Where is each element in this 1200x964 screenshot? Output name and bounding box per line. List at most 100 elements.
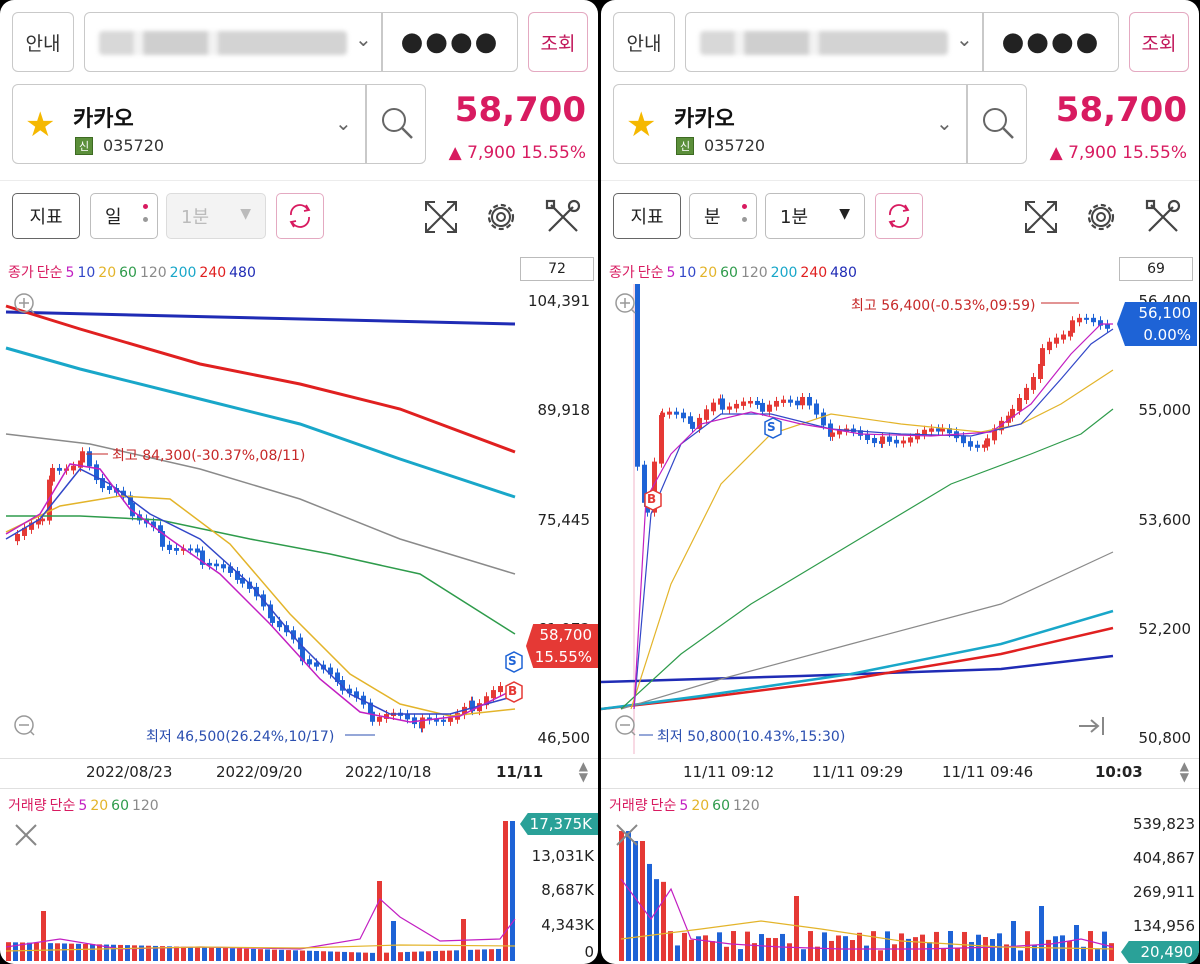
ma-legend-240: 240 — [199, 265, 227, 281]
period-selector[interactable]: 분 — [689, 193, 757, 239]
search-icon[interactable] — [379, 105, 415, 141]
current-price: 58,700 — [454, 90, 586, 130]
zoom-in-icon[interactable] — [615, 293, 635, 313]
divider — [365, 85, 367, 163]
gear-icon[interactable] — [1081, 197, 1121, 237]
yaxis-label: 46,500 — [537, 729, 591, 747]
zoom-out-icon[interactable] — [14, 715, 34, 735]
tools-icon[interactable] — [1143, 197, 1183, 237]
chevron-down-icon[interactable]: ⌄ — [956, 27, 973, 51]
volume-bar — [132, 945, 137, 961]
volume-bar — [139, 945, 144, 961]
volume-legend[interactable]: 거래량 단순 5 20 60 120 — [8, 795, 162, 815]
query-button[interactable]: 조회 — [528, 12, 588, 72]
chart-panel-daily: 안내 ⌄ ●●●● 조회 ★ 카카오 신 035720 ⌄ 58,700 ▲ 7… — [0, 0, 598, 964]
candle — [167, 544, 172, 550]
volume-bar — [510, 821, 515, 961]
expand-icon[interactable] — [1021, 197, 1061, 237]
query-button[interactable]: 조회 — [1129, 12, 1189, 72]
current-price-tag-pct: 15.55% — [534, 648, 592, 666]
star-icon[interactable]: ★ — [626, 105, 657, 145]
volume-bar — [689, 939, 694, 961]
volume-bar — [710, 941, 715, 961]
account-selector[interactable]: ⌄ ●●●● — [685, 12, 1119, 72]
ma480-line — [601, 654, 1114, 684]
search-icon[interactable] — [980, 105, 1016, 141]
volume-bar — [1109, 943, 1114, 961]
price-chart[interactable]: S B 56,400 55,000 53,600 52,200 50,800 5… — [601, 284, 1199, 760]
ma-legend[interactable]: 종가 단순 5 10 20 60 120 200 240 480 — [609, 262, 860, 282]
volume-bar — [1067, 941, 1072, 961]
buy-signal-label: B — [508, 684, 518, 698]
volume-bar — [496, 948, 501, 961]
gear-icon[interactable] — [481, 197, 521, 237]
candle — [29, 522, 34, 530]
ma-legend[interactable]: 종가 단순 5 10 20 60 120 200 240 480 — [8, 262, 259, 282]
password-field[interactable]: ●●●● — [400, 27, 500, 57]
volume-bar — [878, 950, 883, 961]
volume-label: 134,956 — [1132, 917, 1195, 935]
password-field[interactable]: ●●●● — [1001, 27, 1101, 57]
candle — [947, 428, 952, 434]
ma-legend-480: 480 — [229, 265, 256, 281]
period-selector[interactable]: 일 — [90, 193, 158, 239]
candle — [181, 548, 186, 551]
candle — [434, 718, 439, 722]
candle — [221, 564, 226, 569]
stock-selector[interactable]: ★ 카카오 신 035720 ⌄ — [12, 84, 426, 164]
candle — [1091, 317, 1096, 323]
stock-selector[interactable]: ★ 카카오 신 035720 ⌄ — [613, 84, 1027, 164]
volume-chart[interactable]: 거래량 단순 5 20 60 120 17,375K 13,031K 8,687K 4,3… — [0, 788, 598, 964]
account-selector[interactable]: ⌄ ●●●● — [84, 12, 518, 72]
buy-signal-label: B — [647, 492, 657, 506]
guide-button[interactable]: 안내 — [613, 12, 675, 72]
volume-bar — [349, 952, 354, 961]
candle — [448, 717, 453, 722]
star-icon[interactable]: ★ — [25, 105, 56, 145]
chart-toolbar: 지표 일 1분 ▼ — [0, 180, 598, 250]
candle — [748, 400, 753, 404]
expand-icon[interactable] — [421, 197, 461, 237]
caret-down-icon: ▼ — [240, 206, 251, 222]
candle — [71, 465, 76, 471]
zoom-in-icon[interactable] — [14, 293, 34, 313]
candle — [22, 527, 27, 536]
sell-signal-label: S — [767, 420, 776, 434]
chevron-down-icon[interactable]: ⌄ — [355, 27, 372, 51]
minute-selector[interactable]: 1분 ▼ — [765, 193, 865, 239]
jump-end-icon[interactable] — [1079, 717, 1104, 735]
ma-legend-20: 20 — [699, 265, 718, 281]
volume-legend[interactable]: 거래량 단순 5 20 60 120 — [609, 795, 763, 815]
chevron-down-icon[interactable]: ⌄ — [936, 111, 953, 135]
volume-bar — [391, 921, 396, 961]
candle — [807, 396, 812, 406]
candle-count-input[interactable]: 72 — [520, 257, 594, 281]
volume-bar — [244, 948, 249, 961]
indicator-button[interactable]: 지표 — [613, 193, 681, 239]
volume-bar — [209, 947, 214, 961]
tools-icon[interactable] — [543, 197, 583, 237]
candle-count-input[interactable]: 69 — [1119, 257, 1193, 281]
zoom-out-icon[interactable] — [615, 715, 635, 735]
ma200-line — [601, 609, 1114, 711]
scroll-updown-icon[interactable]: ▲ ▼ — [578, 759, 588, 784]
indicator-button[interactable]: 지표 — [12, 193, 80, 239]
sell-signal-marker — [505, 651, 523, 673]
ma-legend-5: 5 — [666, 265, 676, 281]
volume-bar — [370, 952, 375, 961]
price-chart[interactable]: S B 104,391 89,918 75,445 61,972 46,500 … — [0, 284, 598, 760]
candle — [894, 439, 899, 444]
candle — [427, 717, 432, 721]
price-change: ▲ 7,900 15.55% — [1049, 143, 1187, 163]
ma-legend-5: 5 — [65, 265, 75, 281]
refresh-button[interactable] — [875, 193, 923, 239]
scroll-updown-icon[interactable]: ▲ ▼ — [1179, 759, 1189, 784]
candle — [1040, 348, 1045, 366]
guide-button[interactable]: 안내 — [12, 12, 74, 72]
candle — [1054, 337, 1059, 344]
chevron-down-icon[interactable]: ⌄ — [335, 111, 352, 135]
candle — [498, 686, 503, 693]
refresh-button[interactable] — [276, 193, 324, 239]
volume-chart[interactable]: 거래량 단순 5 20 60 120 539,823 404,867 269,911 13… — [601, 788, 1199, 964]
volume-bar — [731, 931, 736, 961]
